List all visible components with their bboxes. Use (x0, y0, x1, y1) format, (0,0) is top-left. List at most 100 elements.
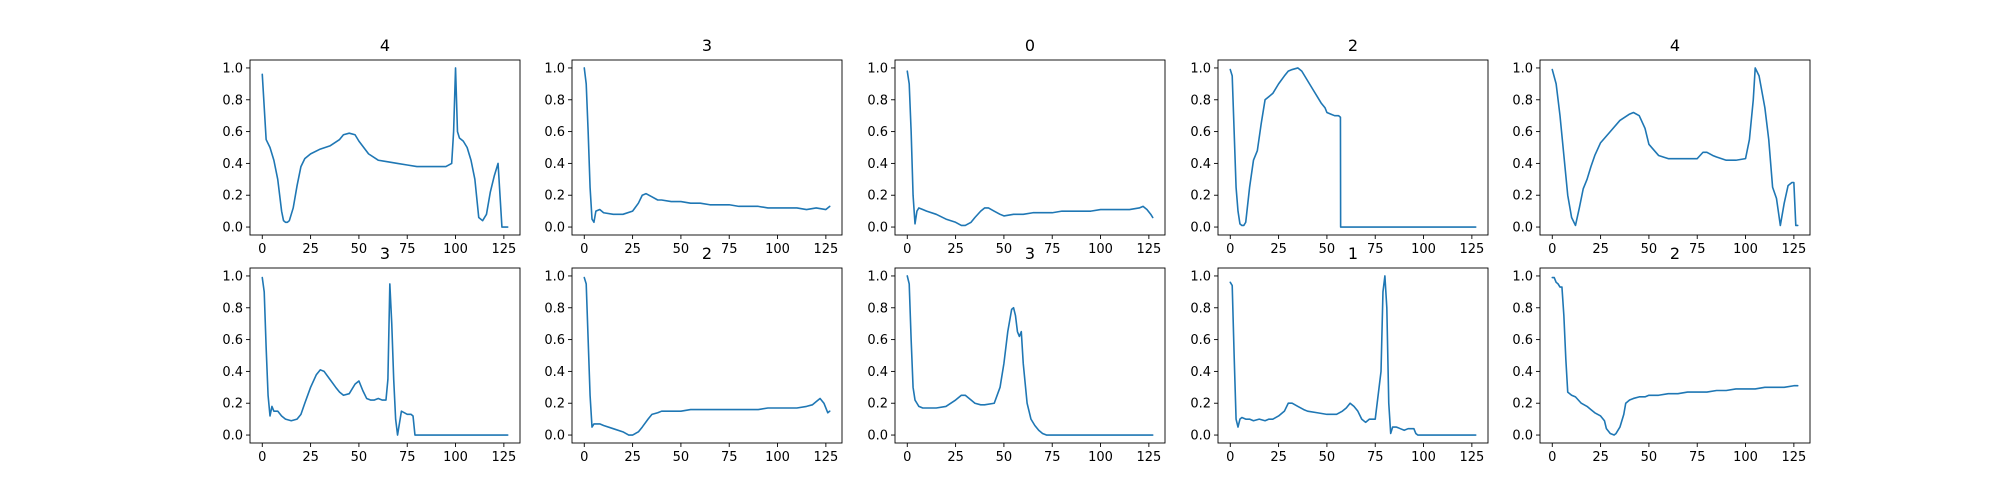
y-tick-label: 0.8 (222, 301, 243, 316)
y-tick-label: 0.4 (222, 365, 243, 380)
y-tick-label: 0.6 (1190, 125, 1211, 140)
x-tick-label: 25 (947, 242, 964, 257)
y-tick-label: 0.8 (544, 93, 565, 108)
y-tick-label: 1.0 (1512, 61, 1533, 76)
x-tick-label: 75 (1689, 450, 1706, 465)
x-tick-label: 25 (624, 242, 641, 257)
x-tick-label: 50 (996, 242, 1013, 257)
y-tick-label: 0.0 (222, 429, 243, 444)
x-tick-label: 25 (947, 450, 964, 465)
x-tick-label: 50 (351, 450, 368, 465)
x-tick-label: 125 (813, 242, 838, 257)
axes-frame (571, 267, 843, 444)
x-tick-label: 50 (1641, 242, 1658, 257)
y-tick-label: 0.8 (222, 93, 243, 108)
y-tick-label: 0.0 (222, 221, 243, 236)
y-tick-label: 0.6 (544, 125, 565, 140)
y-tick-label: 0.2 (1190, 397, 1211, 412)
y-tick-label: 0.8 (867, 93, 888, 108)
y-tick-label: 0.0 (1190, 221, 1211, 236)
y-tick-label: 0.2 (1190, 189, 1211, 204)
x-tick-label: 125 (813, 450, 838, 465)
y-tick-label: 1.0 (1512, 269, 1533, 284)
x-tick-label: 125 (491, 450, 516, 465)
axes-frame (1539, 59, 1811, 236)
axes-frame (894, 59, 1166, 236)
subplot-4: 2 0 25 50 75 100 125 0.0 0.2 0.4 0.6 0.8 1.0 (1190, 36, 1489, 257)
x-tick-label: 125 (1136, 450, 1161, 465)
subplot-9: 1 0 25 50 75 100 125 0.0 0.2 0.4 0.6 0.8 1.0 (1190, 244, 1489, 465)
y-tick-label: 1.0 (867, 61, 888, 76)
axes-frame (894, 267, 1166, 444)
y-tick-label: 0.6 (867, 125, 888, 140)
x-tick-label: 50 (1641, 450, 1658, 465)
y-tick-label: 0.2 (867, 189, 888, 204)
series-line (906, 275, 1154, 436)
y-tick-label: 1.0 (222, 269, 243, 284)
x-tick-label: 100 (1733, 242, 1758, 257)
x-tick-label: 0 (1548, 450, 1556, 465)
subplot-title: 2 (1348, 36, 1358, 55)
x-tick-label: 125 (1781, 242, 1806, 257)
y-tick-label: 0.0 (544, 429, 565, 444)
series-line (1551, 276, 1799, 436)
y-tick-label: 0.2 (867, 397, 888, 412)
y-tick-label: 0.2 (1512, 189, 1533, 204)
y-tick-label: 0.8 (544, 301, 565, 316)
subplot-3: 0 0 25 50 75 100 125 0.0 0.2 0.4 0.6 0.8 1.0 (867, 36, 1166, 257)
y-tick-label: 0.8 (1190, 301, 1211, 316)
x-tick-label: 100 (443, 242, 468, 257)
series-line (583, 276, 831, 436)
x-tick-label: 75 (1044, 450, 1061, 465)
y-tick-label: 0.0 (867, 429, 888, 444)
x-tick-label: 100 (1088, 450, 1113, 465)
y-tick-label: 1.0 (222, 61, 243, 76)
x-tick-label: 100 (1411, 242, 1436, 257)
x-tick-label: 100 (765, 242, 790, 257)
series-line (1551, 67, 1799, 227)
y-tick-label: 0.2 (222, 189, 243, 204)
series-line (261, 276, 509, 436)
y-tick-label: 0.2 (222, 397, 243, 412)
subplot-title: 1 (1348, 244, 1358, 263)
x-tick-label: 25 (1592, 450, 1609, 465)
y-tick-label: 0.6 (1512, 125, 1533, 140)
x-tick-label: 50 (1319, 450, 1336, 465)
x-tick-label: 75 (721, 450, 738, 465)
y-tick-label: 0.4 (544, 157, 565, 172)
subplot-title: 3 (380, 244, 390, 263)
x-tick-label: 75 (399, 242, 416, 257)
y-tick-label: 0.8 (867, 301, 888, 316)
subplot-title: 2 (702, 244, 712, 263)
y-tick-label: 0.8 (1190, 93, 1211, 108)
x-tick-label: 75 (1367, 242, 1384, 257)
y-tick-label: 1.0 (544, 61, 565, 76)
subplot-1: 4 0 25 50 75 100 125 0.0 0.2 0.4 0.6 0.8 1.0 (222, 36, 521, 257)
y-tick-label: 1.0 (1190, 61, 1211, 76)
y-tick-label: 0.6 (867, 333, 888, 348)
subplot-6: 3 0 25 50 75 100 125 0.0 0.2 0.4 0.6 0.8 1.0 (222, 244, 521, 465)
y-tick-label: 0.8 (1512, 93, 1533, 108)
x-tick-label: 100 (1088, 242, 1113, 257)
axes-frame (1217, 59, 1489, 236)
x-tick-label: 125 (1136, 242, 1161, 257)
y-tick-label: 1.0 (1190, 269, 1211, 284)
y-tick-label: 0.8 (1512, 301, 1533, 316)
y-tick-label: 0.4 (867, 365, 888, 380)
x-tick-label: 0 (1548, 242, 1556, 257)
x-tick-label: 125 (1459, 450, 1484, 465)
y-tick-label: 1.0 (867, 269, 888, 284)
y-tick-label: 0.6 (222, 333, 243, 348)
y-tick-label: 0.4 (1512, 365, 1533, 380)
x-tick-label: 75 (1367, 450, 1384, 465)
subplot-title: 4 (1670, 36, 1680, 55)
y-tick-label: 0.6 (1190, 333, 1211, 348)
x-tick-label: 0 (903, 450, 911, 465)
x-tick-label: 0 (580, 450, 588, 465)
x-tick-label: 50 (1319, 242, 1336, 257)
y-tick-label: 0.0 (544, 221, 565, 236)
series-line (1229, 67, 1477, 228)
series-line (1229, 275, 1477, 436)
x-tick-label: 100 (765, 450, 790, 465)
